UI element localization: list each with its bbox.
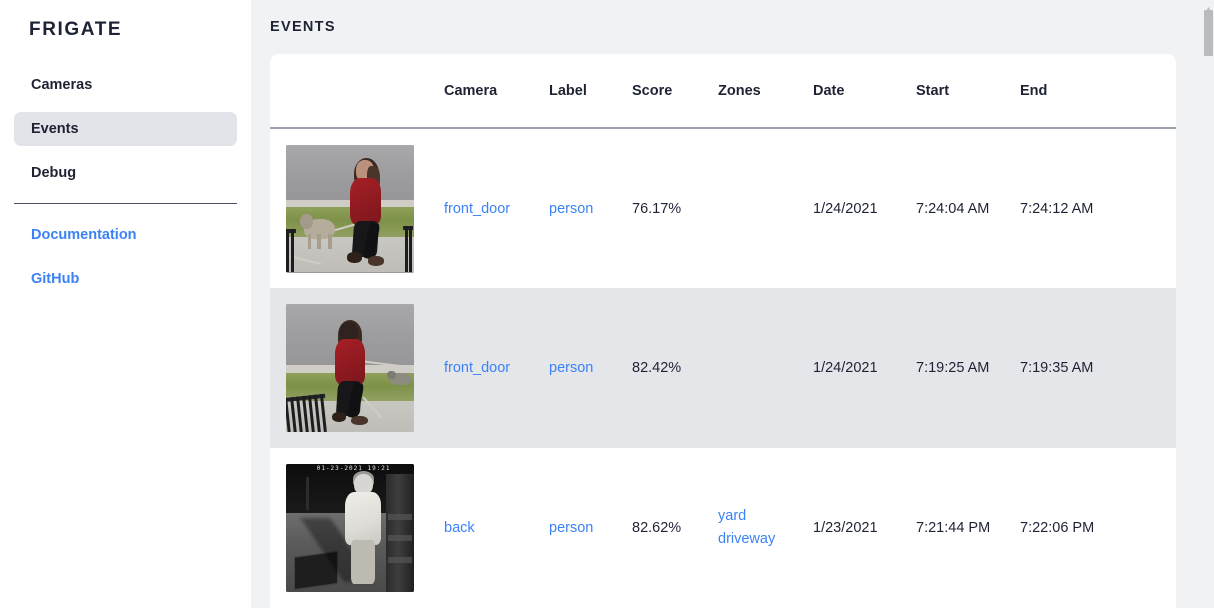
column-header-start[interactable]: Start <box>916 82 950 99</box>
column-header-label[interactable]: Label <box>549 82 587 99</box>
thumbnail-timestamp-overlay: 01-23-2021 19:21 <box>316 465 391 472</box>
event-camera-cell: front_door <box>444 128 549 288</box>
event-date-cell: 1/24/2021 <box>813 200 878 217</box>
events-table-head: Camera Label Score Zones Date Start End <box>270 54 1176 128</box>
column-header-score[interactable]: Score <box>632 82 673 99</box>
event-label-cell: person <box>549 288 632 448</box>
event-start-cell: 7:24:04 AM <box>916 200 990 217</box>
event-label-cell: person <box>549 448 632 608</box>
event-date-cell: 1/23/2021 <box>813 520 878 536</box>
event-start-cell: 7:19:25 AM <box>916 360 990 376</box>
events-card: Camera Label Score Zones Date Start End <box>270 54 1176 608</box>
event-date-cell: 1/24/2021 <box>813 360 878 376</box>
sidebar-nav: Cameras Events Debug <box>0 68 251 190</box>
scrollbar-thumb[interactable] <box>1204 10 1213 56</box>
event-score-cell: 76.17% <box>632 200 682 217</box>
table-row[interactable]: front_door person 82.42% 1/24/2021 7:19:… <box>270 288 1176 448</box>
event-label-link[interactable]: person <box>549 360 594 376</box>
app-brand-title: FRIGATE <box>29 19 123 40</box>
sidebar-link-label: GitHub <box>31 271 80 287</box>
sidebar-link-github[interactable]: GitHub <box>14 262 237 296</box>
table-row[interactable]: 01-23-2021 19:21 back person 82.62% <box>270 448 1176 608</box>
page-title: EVENTS <box>270 19 336 35</box>
event-thumbnail-image[interactable] <box>286 144 414 273</box>
event-thumbnail-cell: 01-23-2021 19:21 <box>270 448 444 608</box>
event-zone-link[interactable]: yard <box>718 508 747 524</box>
sidebar-links: Documentation GitHub <box>0 218 251 296</box>
events-table-body: front_door person 76.17% 1/24/2021 7:24:… <box>270 128 1176 608</box>
sidebar-link-label: Documentation <box>31 227 137 243</box>
sidebar-divider <box>14 203 237 204</box>
event-score-cell: 82.42% <box>632 360 682 376</box>
scroll-up-arrow-icon[interactable] <box>1204 1 1213 13</box>
sidebar-item-label: Debug <box>31 165 77 181</box>
event-camera-link[interactable]: back <box>444 520 475 536</box>
event-label-link[interactable]: person <box>549 520 594 536</box>
event-end-cell: 7:22:06 PM <box>1020 520 1095 536</box>
event-camera-cell: back <box>444 448 549 608</box>
event-camera-cell: front_door <box>444 288 549 448</box>
event-thumbnail-cell <box>270 288 444 448</box>
event-end-cell: 7:19:35 AM <box>1020 360 1094 376</box>
main-content: EVENTS Camera Label Score Zones Date Sta… <box>251 0 1214 608</box>
event-zones-cell <box>718 288 813 448</box>
event-thumbnail-cell <box>270 128 444 288</box>
event-camera-link[interactable]: front_door <box>444 200 511 217</box>
column-header-thumbnail[interactable] <box>270 54 444 128</box>
event-score-cell: 82.62% <box>632 520 682 536</box>
event-end-cell: 7:24:12 AM <box>1020 200 1094 217</box>
event-zone-link[interactable]: driveway <box>718 531 776 547</box>
event-thumbnail-image[interactable] <box>286 304 414 432</box>
event-thumbnail-image[interactable]: 01-23-2021 19:21 <box>286 464 414 592</box>
event-zones-cell: yard driveway <box>718 448 813 608</box>
sidebar-item-cameras[interactable]: Cameras <box>14 68 237 102</box>
sidebar-item-label: Cameras <box>31 77 93 93</box>
sidebar: FRIGATE Cameras Events Debug Documentati… <box>0 0 251 608</box>
event-start-cell: 7:21:44 PM <box>916 520 991 536</box>
event-label-link[interactable]: person <box>549 200 594 217</box>
events-table-header-row: Camera Label Score Zones Date Start End <box>270 54 1176 128</box>
column-header-end[interactable]: End <box>1020 82 1048 99</box>
sidebar-item-debug[interactable]: Debug <box>14 156 237 190</box>
column-header-zones[interactable]: Zones <box>718 82 761 99</box>
vertical-scrollbar[interactable] <box>1203 0 1214 608</box>
events-table: Camera Label Score Zones Date Start End <box>270 54 1176 608</box>
table-row[interactable]: front_door person 76.17% 1/24/2021 7:24:… <box>270 128 1176 288</box>
sidebar-item-label: Events <box>31 121 79 137</box>
sidebar-item-events[interactable]: Events <box>14 112 237 146</box>
event-label-cell: person <box>549 128 632 288</box>
event-zones-cell <box>718 128 813 288</box>
sidebar-link-documentation[interactable]: Documentation <box>14 218 237 252</box>
event-camera-link[interactable]: front_door <box>444 360 511 376</box>
column-header-date[interactable]: Date <box>813 82 845 99</box>
column-header-camera[interactable]: Camera <box>444 82 498 99</box>
